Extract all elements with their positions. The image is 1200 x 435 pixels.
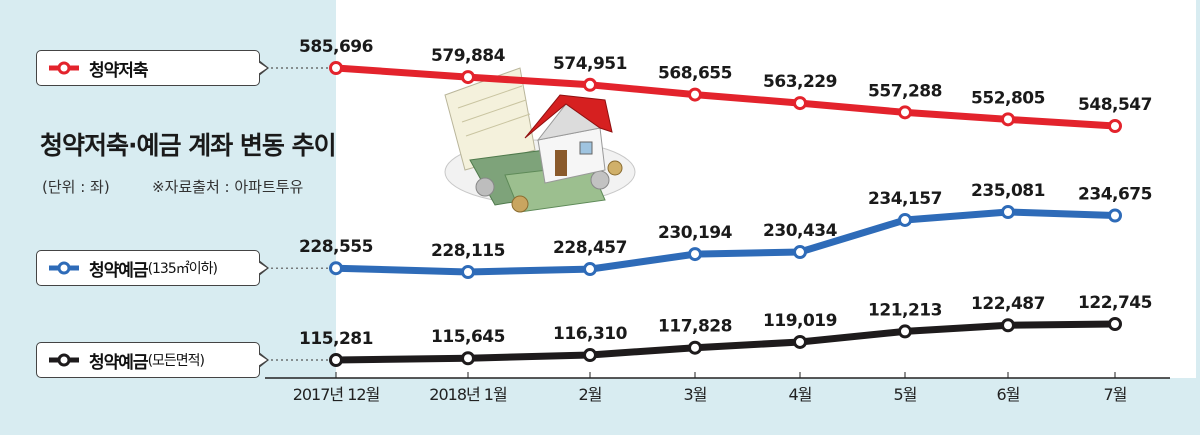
legend-marker-icon xyxy=(49,261,79,275)
data-label: 228,555 xyxy=(299,237,373,257)
data-label: 230,434 xyxy=(763,221,838,241)
data-point xyxy=(688,87,702,102)
unit-label: (단위 : 좌) xyxy=(42,178,110,196)
data-point xyxy=(583,77,597,92)
x-tick-label: 3월 xyxy=(684,385,707,404)
x-tick-label: 6월 xyxy=(997,385,1020,404)
series-line-2 xyxy=(335,208,1116,276)
legend-item: 청약예금 (모든면적) xyxy=(36,342,260,378)
series-line-3 xyxy=(335,320,1116,364)
data-point xyxy=(329,261,343,276)
data-point xyxy=(1108,119,1122,133)
data-label: 548,547 xyxy=(1078,95,1152,115)
data-point xyxy=(1001,318,1015,333)
data-label: 115,281 xyxy=(299,329,373,349)
data-point xyxy=(329,61,343,75)
legend-pointer xyxy=(257,260,269,277)
data-point xyxy=(1108,208,1122,223)
legend-label: 청약예금 xyxy=(89,260,149,281)
legend-label: 청약저축 xyxy=(89,60,149,81)
legend-pointer xyxy=(257,60,269,76)
house-savings-illustration xyxy=(444,67,636,213)
data-point xyxy=(461,351,475,366)
data-label: 235,081 xyxy=(971,181,1045,201)
x-tick-label: 4월 xyxy=(789,385,812,404)
data-label: 121,213 xyxy=(868,300,942,320)
data-label: 116,310 xyxy=(553,324,628,344)
legend-sublabel: (135㎡이하) xyxy=(147,261,218,278)
data-label: 230,194 xyxy=(658,223,733,243)
data-label: 552,805 xyxy=(971,88,1045,108)
chart-title: 청약저축·예금 계좌 변동 추이 xyxy=(40,131,337,160)
series-line-1 xyxy=(335,64,1116,130)
legend-pointer xyxy=(257,352,269,368)
data-label: 228,115 xyxy=(431,241,505,261)
data-point xyxy=(461,265,475,279)
data-point xyxy=(1001,205,1015,219)
data-point xyxy=(688,247,702,262)
x-tick-label: 2017년 12월 xyxy=(293,385,380,404)
data-point xyxy=(898,105,912,120)
data-point xyxy=(793,245,807,260)
data-label: 115,645 xyxy=(431,327,505,347)
data-point xyxy=(898,324,912,339)
data-label: 585,696 xyxy=(299,37,373,57)
x-tick-label: 2018년 1월 xyxy=(429,385,507,404)
x-tick-label: 2월 xyxy=(579,385,602,404)
legend-sublabel: (모든면적) xyxy=(147,353,205,369)
data-label: 234,675 xyxy=(1078,184,1152,204)
data-point xyxy=(461,70,475,85)
data-label: 122,487 xyxy=(971,294,1045,314)
data-label: 119,019 xyxy=(763,311,837,331)
data-label: 122,745 xyxy=(1078,293,1152,313)
legend-label: 청약예금 xyxy=(89,352,149,373)
legend-marker-icon xyxy=(49,61,79,75)
x-tick-label: 5월 xyxy=(894,385,917,404)
data-label: 563,229 xyxy=(763,72,837,92)
data-point xyxy=(898,212,912,227)
legend-marker-icon xyxy=(49,353,79,367)
data-point xyxy=(1001,112,1015,127)
data-label: 557,288 xyxy=(868,81,942,101)
source-label: ※자료출처 : 아파트투유 xyxy=(152,178,304,196)
data-point xyxy=(583,262,597,277)
legend-item: 청약예금 (135㎡이하) xyxy=(36,250,260,287)
legend-item: 청약저축 xyxy=(36,50,260,86)
x-tick-label: 7월 xyxy=(1104,385,1127,404)
data-label: 228,457 xyxy=(553,238,627,258)
data-label: 234,157 xyxy=(868,189,942,209)
data-point xyxy=(688,340,702,355)
data-label: 579,884 xyxy=(431,46,506,66)
data-label: 574,951 xyxy=(553,54,627,74)
data-label: 568,655 xyxy=(658,64,732,84)
data-point xyxy=(329,353,343,367)
data-point xyxy=(583,348,597,363)
data-point xyxy=(1108,317,1122,331)
data-label: 117,828 xyxy=(658,317,732,337)
data-point xyxy=(793,96,807,111)
data-point xyxy=(793,334,807,349)
